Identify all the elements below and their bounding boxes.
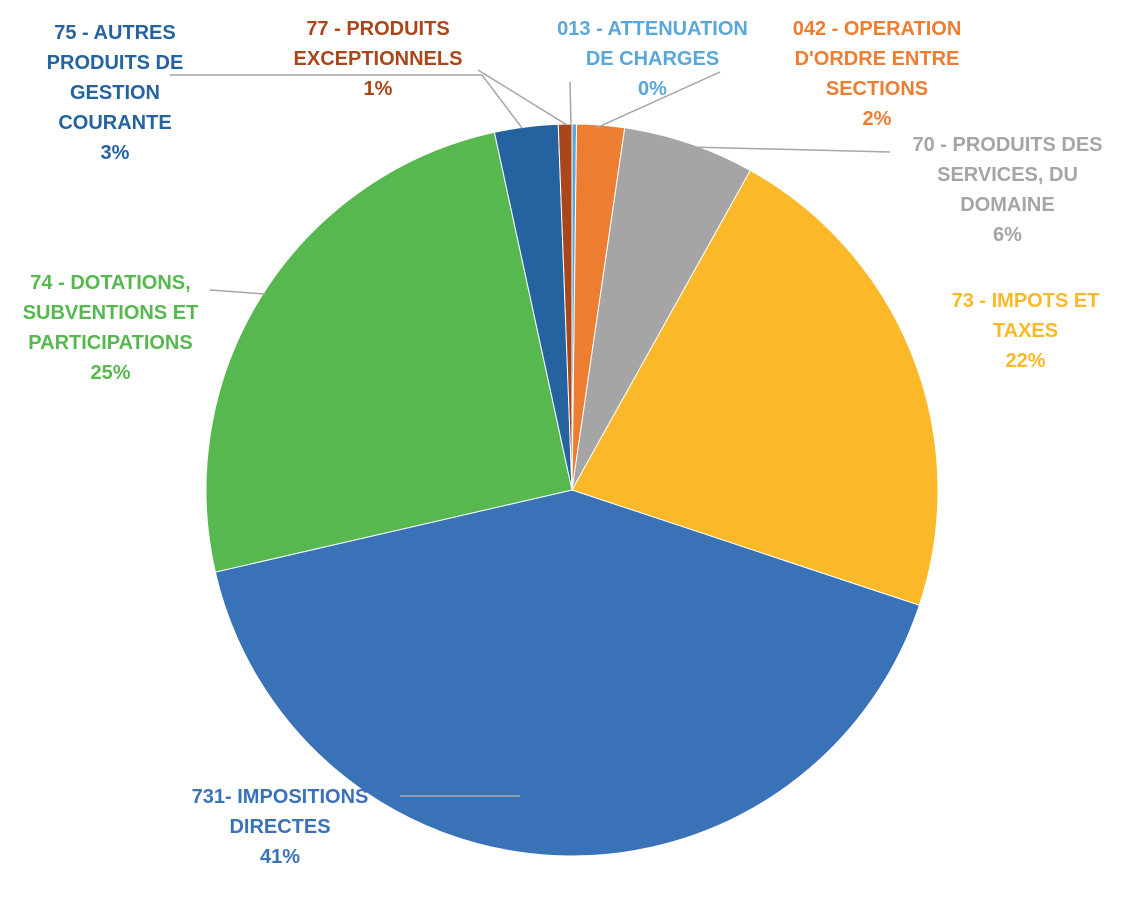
value-label: 1%	[363, 78, 393, 100]
slice-label: 77 - PRODUITS EXCEPTIONNELS 1%	[278, 14, 478, 104]
slice-label: 013 - ATTENUATION DE CHARGES 0%	[545, 14, 760, 104]
slice-label: 73 - IMPOTS ET TAXES 22%	[938, 286, 1113, 376]
pie-slice	[571, 169, 939, 606]
leader-line	[569, 81, 572, 126]
value-label: 0%	[638, 78, 667, 100]
leader-line	[209, 289, 266, 295]
category: 77 - PRODUITS EXCEPTIONNELS	[293, 18, 463, 70]
pie-slice	[214, 489, 921, 857]
value-label: 22%	[1005, 350, 1046, 372]
value-label: 2%	[862, 108, 892, 130]
slice-label: 731- IMPOSITIONS DIRECTES 41%	[175, 782, 385, 872]
leader-line	[170, 74, 523, 129]
value-label: 6%	[993, 224, 1022, 246]
slice-label: 70 - PRODUITS DES SERVICES, DU DOMAINE 6%	[900, 130, 1115, 250]
category: 731- IMPOSITIONS DIRECTES	[191, 786, 369, 838]
category: 73 - IMPOTS ET TAXES	[951, 290, 1100, 342]
value-label: 3%	[100, 142, 130, 164]
category: 74 - DOTATIONS, SUBVENTIONS ET PARTICIPA…	[22, 272, 199, 354]
category: 70 - PRODUITS DES SERVICES, DU DOMAINE	[912, 134, 1103, 216]
value-label: 25%	[90, 362, 131, 384]
leader-line	[477, 69, 568, 126]
value-label: 41%	[259, 846, 301, 868]
category: 75 - AUTRES PRODUITS DE GESTION COURANTE	[46, 22, 184, 134]
category: 042 - OPERATION D'ORDRE ENTRE SECTIONS	[792, 18, 962, 100]
pie-slice	[571, 127, 752, 491]
leader-line	[689, 146, 891, 153]
leader-line	[595, 71, 721, 129]
slice-label: 75 - AUTRES PRODUITS DE GESTION COURANTE…	[35, 18, 195, 168]
slices	[205, 123, 939, 857]
slice-label: 042 - OPERATION D'ORDRE ENTRE SECTIONS 2%	[777, 14, 977, 134]
slice-label: 74 - DOTATIONS, SUBVENTIONS ET PARTICIPA…	[8, 268, 213, 388]
category: 013 - ATTENUATION DE CHARGES	[557, 18, 748, 70]
